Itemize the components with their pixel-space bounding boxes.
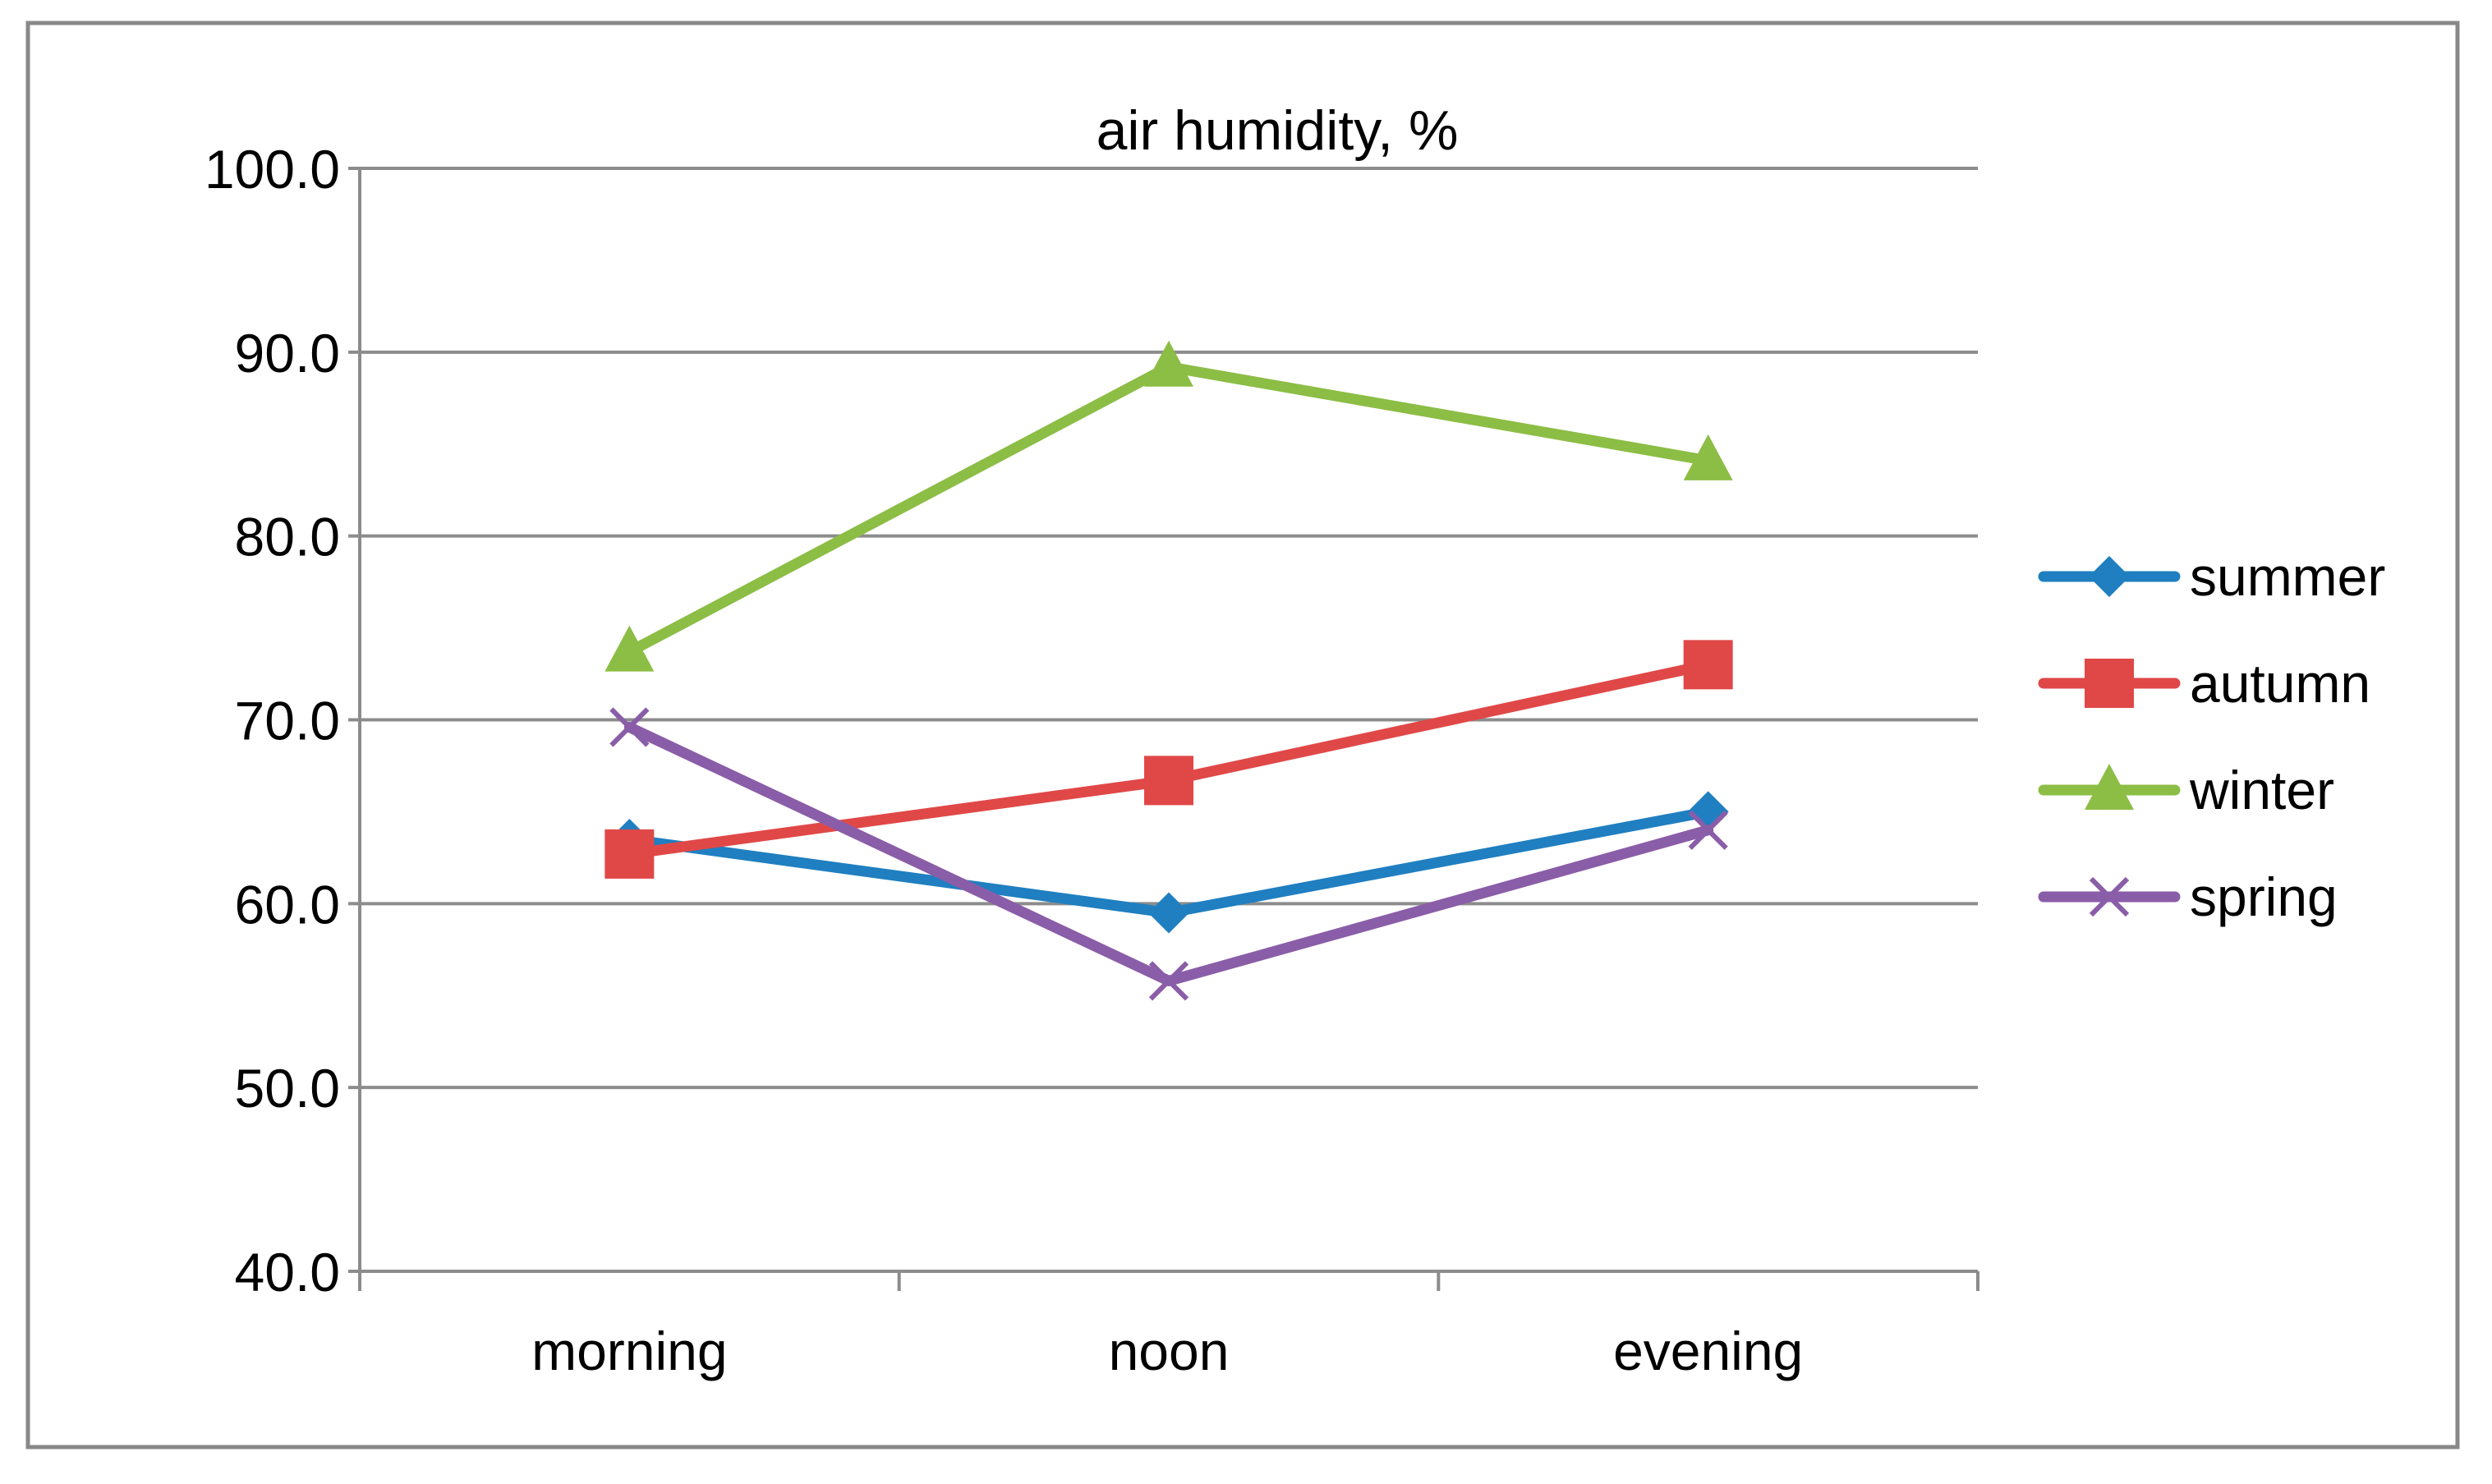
series-autumn [605,640,1733,879]
y-tick-label: 40.0 [235,1242,340,1303]
legend-item-summer: summer [2038,546,2385,607]
chart-title: air humidity, % [1097,99,1459,162]
y-tick-label: 80.0 [235,507,340,567]
data-point-autumn [1144,756,1193,806]
data-series [605,340,1733,1001]
legend-marker [2085,659,2134,708]
legend-item-autumn: autumn [2038,653,2370,714]
x-tick-label: noon [1109,1321,1230,1381]
legend-label: spring [2190,866,2338,927]
series-winter [605,340,1733,672]
marker-stroke [1148,961,1189,1001]
y-tick-label: 90.0 [235,323,340,384]
marker-stroke [2089,876,2130,917]
data-point-spring [1148,961,1189,1001]
legend-marker [2089,556,2130,597]
data-point-winter [1683,434,1733,480]
data-point-spring [609,707,650,747]
legend-item-winter: winter [2038,760,2334,820]
data-point-summer [1148,892,1189,934]
data-point-winter [605,625,655,672]
axes: 40.0 50.0 60.0 70.0 80.0 90.0 100.0 morning noon… [205,139,1979,1381]
legend-label: winter [2189,760,2334,820]
legend-label: autumn [2190,653,2370,714]
y-tick-label: 50.0 [235,1058,340,1119]
marker-stroke [609,707,650,747]
y-tick-label: 70.0 [235,691,340,751]
legend: summer autumn winter spring [2038,546,2385,927]
legend-marker [2089,876,2130,917]
x-tick-label: evening [1613,1321,1803,1381]
marker-stroke [1688,810,1728,850]
chart-border [25,21,2460,1450]
legend-label: summer [2190,546,2385,607]
series-spring [609,707,1728,1001]
legend-item-spring: spring [2038,866,2338,927]
data-point-spring [1688,810,1728,850]
data-point-autumn [1683,640,1733,690]
y-tick-label: 60.0 [235,874,340,935]
data-point-winter [1144,340,1193,387]
y-tick-label: 100.0 [205,139,340,200]
data-point-autumn [605,829,655,879]
legend-marker [2085,764,2134,810]
x-tick-label: morning [531,1321,727,1381]
